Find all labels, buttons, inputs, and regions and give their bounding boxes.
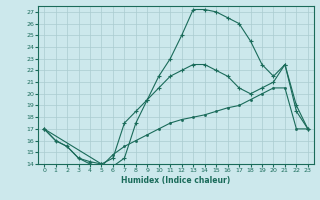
X-axis label: Humidex (Indice chaleur): Humidex (Indice chaleur) — [121, 176, 231, 185]
